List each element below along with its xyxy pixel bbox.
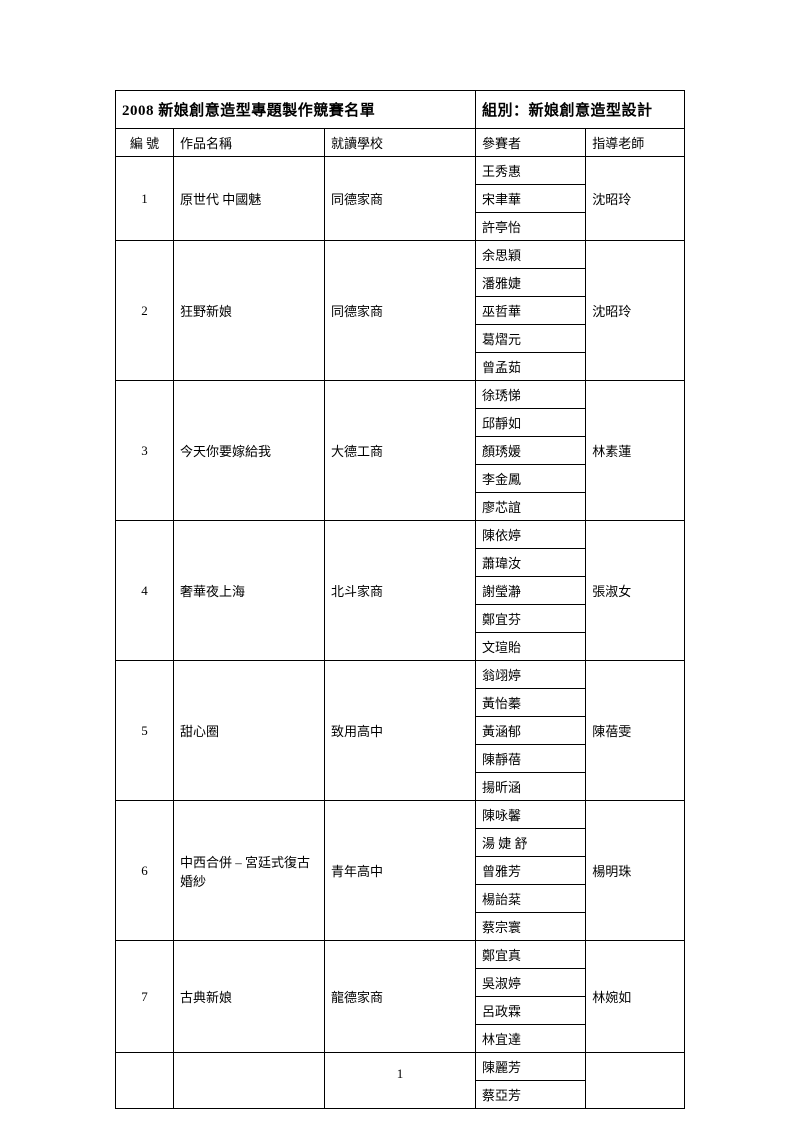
table-row: 6中西合併 – 宮廷式復古婚紗青年高中陳咏馨楊明珠 bbox=[116, 801, 685, 829]
header-work-title: 作品名稱 bbox=[174, 129, 325, 157]
cell-school: 青年高中 bbox=[324, 801, 475, 941]
cell-participant: 葛熠元 bbox=[475, 325, 585, 353]
cell-participant: 蔡亞芳 bbox=[475, 1081, 585, 1109]
cell-participant: 宋聿華 bbox=[475, 185, 585, 213]
cell-participant: 黃怡蓁 bbox=[475, 689, 585, 717]
title-left: 2008 新娘創意造型專題製作競賽名單 bbox=[116, 91, 476, 129]
cell-participant: 文瑄貽 bbox=[475, 633, 585, 661]
table-row: 3今天你要嫁給我大德工商徐琇悌林素蓮 bbox=[116, 381, 685, 409]
table-row: 2狂野新娘同德家商余思穎沈昭玲 bbox=[116, 241, 685, 269]
cell-participant: 潘雅婕 bbox=[475, 269, 585, 297]
cell-participant: 陳靜蓓 bbox=[475, 745, 585, 773]
cell-work-title: 甜心圈 bbox=[174, 661, 325, 801]
cell-participant: 蕭瑋汝 bbox=[475, 549, 585, 577]
cell-participant: 許亭怡 bbox=[475, 213, 585, 241]
competition-table: 2008 新娘創意造型專題製作競賽名單 組別：新娘創意造型設計 編 號 作品名稱… bbox=[115, 90, 685, 1109]
cell-participant: 王秀惠 bbox=[475, 157, 585, 185]
cell-participant: 翁翊婷 bbox=[475, 661, 585, 689]
cell-advisor: 楊明珠 bbox=[586, 801, 685, 941]
cell-participant: 廖芯誼 bbox=[475, 493, 585, 521]
cell-participant: 邱靜如 bbox=[475, 409, 585, 437]
cell-participant: 陳咏馨 bbox=[475, 801, 585, 829]
table-row: 4奢華夜上海北斗家商陳依婷張淑女 bbox=[116, 521, 685, 549]
cell-participant: 曾雅芳 bbox=[475, 857, 585, 885]
cell-school: 致用高中 bbox=[324, 661, 475, 801]
header-participant: 參賽者 bbox=[475, 129, 585, 157]
title-row: 2008 新娘創意造型專題製作競賽名單 組別：新娘創意造型設計 bbox=[116, 91, 685, 129]
cell-no: 4 bbox=[116, 521, 174, 661]
cell-participant: 鄭宜真 bbox=[475, 941, 585, 969]
table-row: 1原世代 中國魅同德家商王秀惠沈昭玲 bbox=[116, 157, 685, 185]
cell-participant: 鄭宜芬 bbox=[475, 605, 585, 633]
cell-participant: 林宜達 bbox=[475, 1025, 585, 1053]
cell-participant: 顏琇媛 bbox=[475, 437, 585, 465]
cell-advisor: 張淑女 bbox=[586, 521, 685, 661]
cell-participant: 楊詒棻 bbox=[475, 885, 585, 913]
page-number: 1 bbox=[0, 1066, 800, 1082]
cell-participant: 曾孟茹 bbox=[475, 353, 585, 381]
cell-participant: 余思穎 bbox=[475, 241, 585, 269]
cell-advisor: 沈昭玲 bbox=[586, 241, 685, 381]
title-right: 組別：新娘創意造型設計 bbox=[475, 91, 684, 129]
cell-participant: 揚昕涵 bbox=[475, 773, 585, 801]
cell-school: 同德家商 bbox=[324, 241, 475, 381]
cell-participant: 蔡宗寰 bbox=[475, 913, 585, 941]
cell-participant: 陳依婷 bbox=[475, 521, 585, 549]
cell-participant: 徐琇悌 bbox=[475, 381, 585, 409]
header-school: 就讀學校 bbox=[324, 129, 475, 157]
cell-advisor: 林婉如 bbox=[586, 941, 685, 1053]
cell-work-title: 今天你要嫁給我 bbox=[174, 381, 325, 521]
cell-work-title: 古典新娘 bbox=[174, 941, 325, 1053]
table-row: 7古典新娘龍德家商鄭宜真林婉如 bbox=[116, 941, 685, 969]
cell-participant: 巫哲華 bbox=[475, 297, 585, 325]
table-row: 5甜心圈致用高中翁翊婷陳蓓雯 bbox=[116, 661, 685, 689]
cell-work-title: 原世代 中國魅 bbox=[174, 157, 325, 241]
cell-no: 2 bbox=[116, 241, 174, 381]
cell-participant: 呂政霖 bbox=[475, 997, 585, 1025]
cell-work-title: 奢華夜上海 bbox=[174, 521, 325, 661]
cell-school: 同德家商 bbox=[324, 157, 475, 241]
header-row: 編 號 作品名稱 就讀學校 參賽者 指導老師 bbox=[116, 129, 685, 157]
cell-participant: 謝瑩瀞 bbox=[475, 577, 585, 605]
cell-work-title: 狂野新娘 bbox=[174, 241, 325, 381]
cell-school: 北斗家商 bbox=[324, 521, 475, 661]
cell-no: 3 bbox=[116, 381, 174, 521]
cell-participant: 湯 婕 舒 bbox=[475, 829, 585, 857]
header-advisor: 指導老師 bbox=[586, 129, 685, 157]
cell-participant: 黃涵郁 bbox=[475, 717, 585, 745]
cell-participant: 吳淑婷 bbox=[475, 969, 585, 997]
cell-school: 大德工商 bbox=[324, 381, 475, 521]
page-container: 2008 新娘創意造型專題製作競賽名單 組別：新娘創意造型設計 編 號 作品名稱… bbox=[0, 0, 800, 1109]
cell-no: 6 bbox=[116, 801, 174, 941]
cell-no: 5 bbox=[116, 661, 174, 801]
cell-work-title: 中西合併 – 宮廷式復古婚紗 bbox=[174, 801, 325, 941]
cell-participant: 李金鳳 bbox=[475, 465, 585, 493]
cell-no: 7 bbox=[116, 941, 174, 1053]
cell-advisor: 陳蓓雯 bbox=[586, 661, 685, 801]
cell-advisor: 沈昭玲 bbox=[586, 157, 685, 241]
cell-no: 1 bbox=[116, 157, 174, 241]
cell-advisor: 林素蓮 bbox=[586, 381, 685, 521]
cell-school: 龍德家商 bbox=[324, 941, 475, 1053]
header-no: 編 號 bbox=[116, 129, 174, 157]
